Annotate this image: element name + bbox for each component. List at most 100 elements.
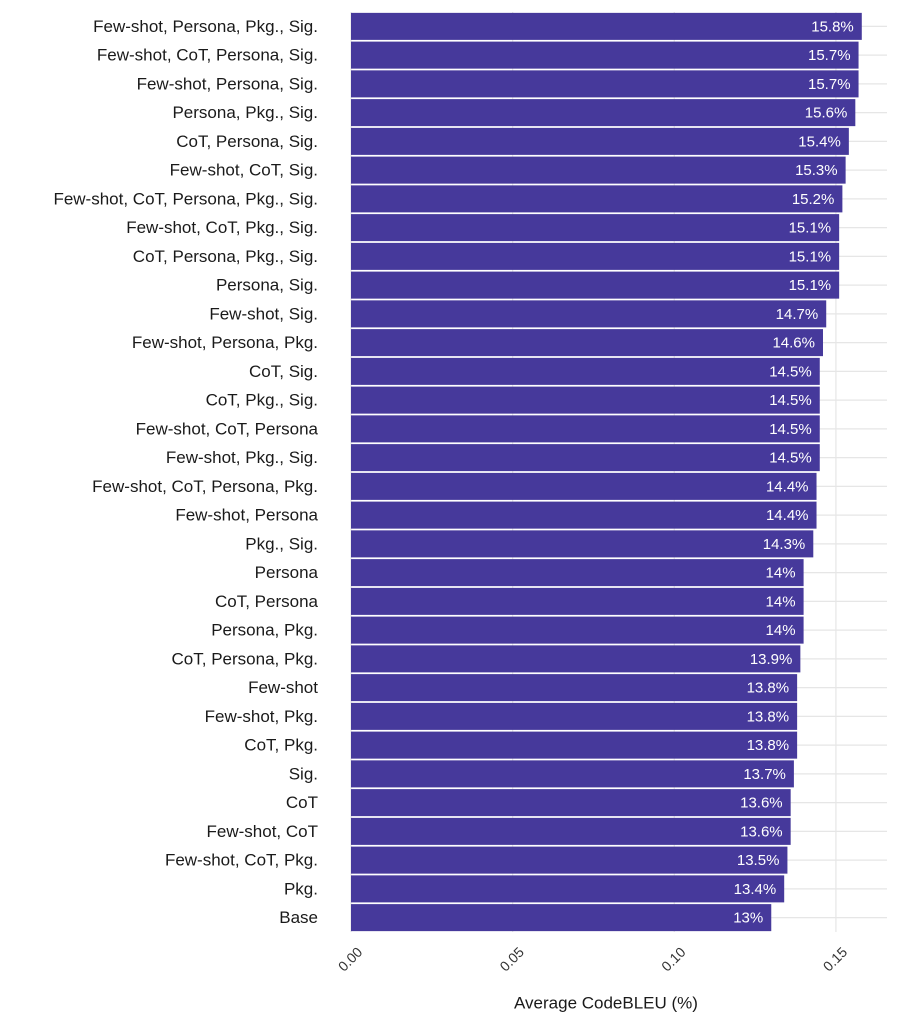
value-label: 14% — [766, 622, 796, 639]
value-label: 14.5% — [769, 363, 812, 380]
x-axis-title: Average CodeBLEU (%) — [514, 993, 698, 1012]
bar — [351, 357, 820, 385]
y-tick-label: Sig. — [289, 764, 318, 783]
value-label: 13.8% — [747, 680, 790, 697]
y-tick-label: Persona, Sig. — [216, 276, 318, 295]
y-tick-label: CoT — [286, 793, 318, 812]
x-tick-label: 0.15 — [820, 944, 851, 975]
bar — [351, 70, 859, 98]
value-label: 15.1% — [789, 248, 832, 265]
bar — [351, 587, 804, 615]
value-label: 13.6% — [740, 795, 783, 812]
value-label: 15.4% — [798, 133, 841, 150]
y-tick-label: CoT, Persona — [215, 592, 319, 611]
bar — [351, 127, 849, 155]
bar — [351, 875, 785, 903]
y-tick-label: Few-shot, Persona — [175, 506, 318, 525]
value-label: 14.4% — [766, 478, 809, 495]
y-tick-label: Few-shot, Pkg., Sig. — [166, 448, 318, 467]
y-tick-label: Persona, Pkg., Sig. — [172, 103, 318, 122]
bar — [351, 789, 791, 817]
value-label: 14.5% — [769, 450, 812, 467]
value-label: 15.1% — [789, 220, 832, 237]
bar — [351, 300, 827, 328]
y-tick-label: Few-shot, CoT, Sig. — [170, 161, 318, 180]
value-label: 15.7% — [808, 47, 851, 64]
y-tick-label: Few-shot, CoT, Pkg., Sig. — [126, 218, 318, 237]
bar — [351, 242, 840, 270]
bar — [351, 645, 801, 673]
value-label: 15.6% — [805, 105, 848, 122]
value-label: 13.8% — [747, 737, 790, 754]
value-label: 14% — [766, 565, 796, 582]
value-label: 14.6% — [772, 335, 815, 352]
bar — [351, 904, 772, 932]
bar — [351, 271, 840, 299]
x-tick-label: 0.10 — [658, 944, 689, 975]
y-tick-label: Pkg., Sig. — [245, 534, 318, 553]
bar — [351, 99, 856, 127]
bar — [351, 559, 804, 587]
value-label: 15.7% — [808, 76, 851, 93]
y-tick-label: CoT, Persona, Pkg., Sig. — [133, 247, 318, 266]
y-tick-label: CoT, Sig. — [249, 362, 318, 381]
bar — [351, 530, 814, 558]
value-label: 13.4% — [734, 881, 777, 898]
y-tick-label: Few-shot, Persona, Pkg. — [132, 333, 318, 352]
value-label: 13.7% — [743, 766, 786, 783]
y-tick-label: Few-shot, CoT, Persona — [136, 419, 319, 438]
bar — [351, 472, 817, 500]
y-tick-label: Few-shot — [248, 678, 318, 697]
value-label: 13.5% — [737, 852, 780, 869]
bar — [351, 616, 804, 644]
value-label: 14.4% — [766, 507, 809, 524]
value-label: 15.3% — [795, 162, 838, 179]
bar — [351, 817, 791, 845]
bar — [351, 501, 817, 529]
value-label: 14.3% — [763, 536, 806, 553]
bar — [351, 329, 823, 357]
y-tick-label: Few-shot, CoT, Pkg. — [165, 851, 318, 870]
y-tick-label: Few-shot, Persona, Sig. — [137, 74, 318, 93]
y-tick-label: Persona, Pkg. — [211, 621, 318, 640]
bar — [351, 12, 862, 40]
y-tick-label: Few-shot, CoT, Persona, Pkg. — [92, 477, 318, 496]
bar — [351, 846, 788, 874]
bar — [351, 731, 798, 759]
value-label: 14% — [766, 593, 796, 610]
y-tick-label: Few-shot, CoT, Persona, Sig. — [97, 46, 318, 65]
y-tick-label: CoT, Persona, Sig. — [176, 132, 318, 151]
y-tick-label: CoT, Pkg. — [244, 736, 318, 755]
value-label: 14.5% — [769, 421, 812, 438]
value-label: 13% — [733, 910, 763, 927]
y-tick-label: CoT, Pkg., Sig. — [206, 391, 318, 410]
value-label: 15.2% — [792, 191, 835, 208]
bar — [351, 674, 798, 702]
x-tick-label: 0.00 — [335, 944, 366, 975]
bar — [351, 214, 840, 242]
value-label: 15.1% — [789, 277, 832, 294]
bar — [351, 185, 843, 213]
bar — [351, 444, 820, 472]
y-tick-label: Few-shot, CoT, Persona, Pkg., Sig. — [53, 189, 318, 208]
y-tick-label: Few-shot, Persona, Pkg., Sig. — [93, 17, 318, 36]
bar — [351, 156, 846, 184]
y-tick-label: Few-shot, Pkg. — [205, 707, 318, 726]
y-tick-label: CoT, Persona, Pkg. — [172, 649, 318, 668]
bar — [351, 415, 820, 443]
y-tick-label: Few-shot, Sig. — [209, 304, 318, 323]
value-label: 13.8% — [747, 708, 790, 725]
value-label: 14.5% — [769, 392, 812, 409]
value-label: 13.6% — [740, 823, 783, 840]
bar — [351, 760, 794, 788]
y-tick-label: Pkg. — [284, 879, 318, 898]
value-label: 15.8% — [811, 18, 854, 35]
bar — [351, 386, 820, 414]
y-tick-label: Few-shot, CoT — [207, 822, 318, 841]
y-tick-label: Base — [279, 908, 318, 927]
value-label: 14.7% — [776, 306, 819, 323]
y-tick-label: Persona — [255, 563, 319, 582]
value-label: 13.9% — [750, 651, 793, 668]
bar — [351, 41, 859, 69]
